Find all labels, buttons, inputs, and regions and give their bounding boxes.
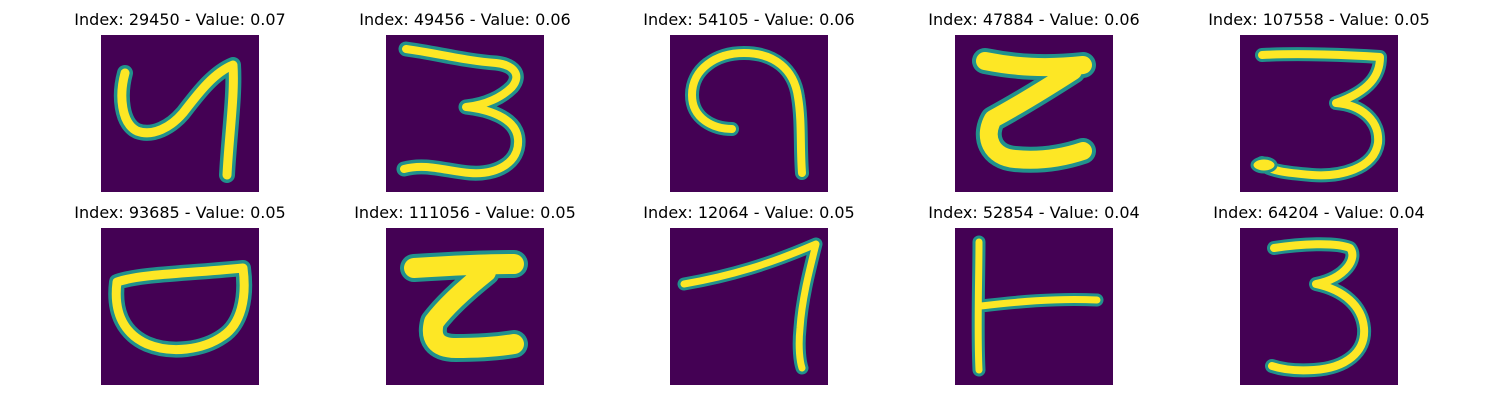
panel-4: Index: 47884 - Value: 0.06: [904, 10, 1164, 192]
panel-title: Index: 93685 - Value: 0.05: [74, 203, 286, 222]
panel-10: Index: 64204 - Value: 0.04: [1189, 203, 1449, 385]
image-background: [1240, 228, 1398, 385]
glyph-stroke: [111, 263, 249, 355]
glyph-stroke: [1268, 240, 1369, 375]
digit-image: [1240, 228, 1398, 385]
glyph-blob: [1250, 156, 1278, 174]
digit-image: [1240, 35, 1398, 192]
panel-1: Index: 29450 - Value: 0.07: [50, 10, 310, 192]
panel-title: Index: 64204 - Value: 0.04: [1213, 203, 1425, 222]
digit-image-svg: [1240, 35, 1398, 192]
panel-8: Index: 12064 - Value: 0.05: [619, 203, 879, 385]
image-background: [101, 228, 259, 385]
glyph-stroke: [404, 254, 524, 358]
digit-image: [101, 228, 259, 385]
panel-title: Index: 49456 - Value: 0.06: [359, 10, 571, 29]
digit-image-svg: [670, 35, 828, 192]
panel-title: Index: 12064 - Value: 0.05: [643, 203, 855, 222]
panel-title: Index: 29450 - Value: 0.07: [74, 10, 286, 29]
panel-title: Index: 52854 - Value: 0.04: [928, 203, 1140, 222]
digit-image: [101, 35, 259, 192]
panel-7: Index: 111056 - Value: 0.05: [335, 203, 595, 385]
digit-image: [670, 35, 828, 192]
digit-image-svg: [1240, 228, 1398, 385]
glyph-stroke: [1258, 50, 1384, 180]
digit-image-svg: [670, 228, 828, 385]
digit-image-svg: [101, 228, 259, 385]
digit-image-svg: [101, 35, 259, 192]
glyph-stroke: [976, 52, 1092, 169]
panel-title: Index: 111056 - Value: 0.05: [354, 203, 576, 222]
digit-image-svg: [955, 35, 1113, 192]
glyph-stroke: [400, 45, 523, 178]
digit-image: [386, 35, 544, 192]
panel-title: Index: 47884 - Value: 0.06: [928, 10, 1140, 29]
panel-5: Index: 107558 - Value: 0.05: [1189, 10, 1449, 192]
glyph-stroke: [117, 60, 238, 180]
digit-image-svg: [386, 228, 544, 385]
panel-3: Index: 54105 - Value: 0.06: [619, 10, 879, 192]
digit-image: [955, 228, 1113, 385]
panel-2: Index: 49456 - Value: 0.06: [335, 10, 595, 192]
glyph-stroke: [974, 238, 1101, 374]
digit-image: [955, 35, 1113, 192]
panel-6: Index: 93685 - Value: 0.05: [50, 203, 310, 385]
digit-image-svg: [386, 35, 544, 192]
glyph-stroke: [688, 49, 806, 177]
panel-title: Index: 107558 - Value: 0.05: [1208, 10, 1430, 29]
panel-9: Index: 52854 - Value: 0.04: [904, 203, 1164, 385]
digit-image-svg: [955, 228, 1113, 385]
glyph-stroke: [680, 240, 820, 372]
panel-title: Index: 54105 - Value: 0.06: [643, 10, 855, 29]
digit-image: [386, 228, 544, 385]
digit-image: [670, 228, 828, 385]
